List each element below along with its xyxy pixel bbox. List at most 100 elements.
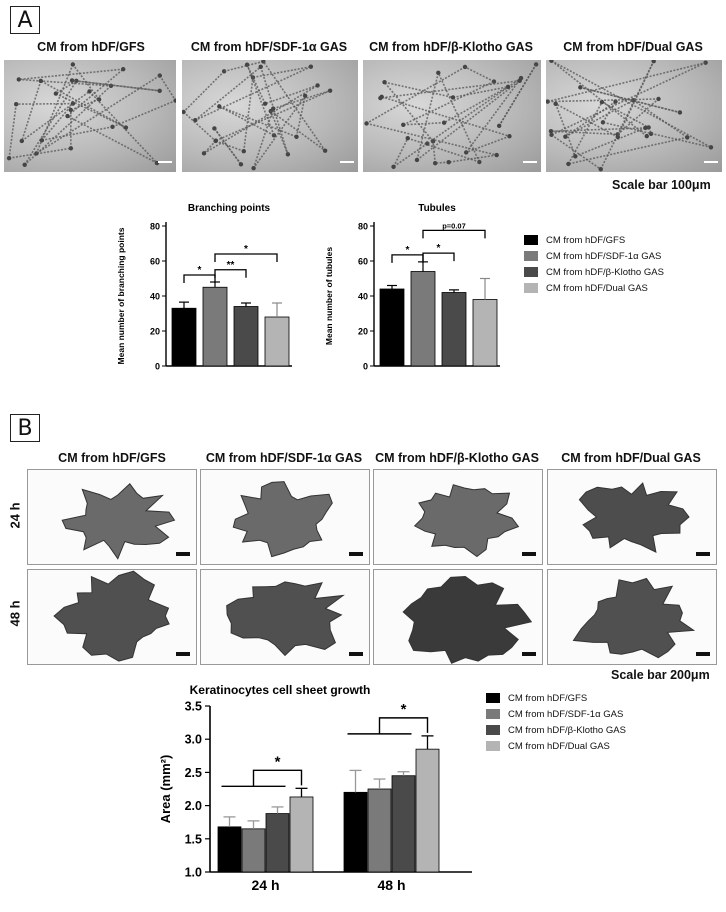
tubule-network-strand xyxy=(580,86,681,114)
y-tick-label: 20 xyxy=(150,327,160,337)
branch-node xyxy=(566,161,571,167)
branch-node xyxy=(573,154,578,159)
y-tick-label: 2.0 xyxy=(185,799,202,813)
branch-node xyxy=(703,60,708,65)
tubule-network-strand xyxy=(366,122,497,156)
y-tick-label: 1.0 xyxy=(185,866,202,880)
tubule-network-strand xyxy=(194,66,262,121)
panel-b-image-title-1: CM from hDF/GFS xyxy=(58,451,166,465)
branch-node xyxy=(271,106,276,111)
branch-node xyxy=(327,88,333,93)
significance-label: * xyxy=(275,753,281,770)
tubule-network-strand xyxy=(448,154,497,163)
legend-item-sdf: CM from hDF/SDF-1α GAS xyxy=(524,248,664,264)
bar-2 xyxy=(202,286,228,367)
legend-item-klotho: CM from hDF/β-Klotho GAS xyxy=(486,722,626,738)
panel-a-legend: CM from hDF/GFS CM from hDF/SDF-1α GAS C… xyxy=(524,232,664,296)
bar-4 xyxy=(472,299,498,367)
branch-node xyxy=(258,64,263,70)
legend-label: CM from hDF/Dual GAS xyxy=(508,740,610,752)
panel-b-legend: CM from hDF/GFS CM from hDF/SDF-1α GAS C… xyxy=(486,690,626,754)
scale-bar-mark xyxy=(696,652,710,656)
tubule-network-strand xyxy=(41,103,74,141)
tubule-network-strand xyxy=(67,115,158,164)
branch-node xyxy=(39,138,45,143)
branch-node xyxy=(463,150,469,155)
cell-sheet xyxy=(53,570,170,662)
tubule-network-strand xyxy=(112,99,176,128)
branch-node xyxy=(315,83,320,88)
scale-bar-mark xyxy=(349,652,363,656)
panel-a-micrograph-sdf xyxy=(182,60,358,172)
legend-item-klotho: CM from hDF/β-Klotho GAS xyxy=(524,264,664,280)
tubule-network-strand xyxy=(437,72,481,163)
panel-b-image-title-3: CM from hDF/β-Klotho GAS xyxy=(375,451,539,465)
bar-24h-4 xyxy=(289,796,314,873)
branch-node xyxy=(646,125,651,130)
branch-node xyxy=(322,148,328,153)
y-tick-label: 20 xyxy=(358,327,368,337)
tubule-network-strand xyxy=(270,110,289,155)
branch-node xyxy=(157,88,162,93)
y-tick-label: 1.5 xyxy=(185,832,202,846)
tubule-network-strand xyxy=(601,101,650,129)
bar-2 xyxy=(410,271,436,367)
significance-label: * xyxy=(401,701,407,718)
branch-node xyxy=(251,165,256,171)
branch-node xyxy=(6,155,12,161)
tubule-network-strand xyxy=(242,77,254,152)
tubule-network-strand xyxy=(21,90,90,142)
tubule-network-strand xyxy=(252,95,306,169)
cell-sheet xyxy=(413,484,520,558)
significance-bracket xyxy=(214,269,247,278)
tubule-network-strand xyxy=(8,104,17,159)
tubule-network-strand xyxy=(435,161,449,165)
branch-node xyxy=(38,78,44,84)
scale-bar-mark xyxy=(176,652,190,656)
panel-b-row-label-48h: 48 h xyxy=(7,600,23,627)
tubule-network-strand xyxy=(246,64,266,105)
tubule-network-strand xyxy=(40,80,127,129)
legend-label: CM from hDF/SDF-1α GAS xyxy=(546,250,662,262)
panel-a-image-title-1: CM from hDF/GFS xyxy=(37,40,145,54)
branch-node xyxy=(494,152,499,158)
branch-node xyxy=(382,80,387,85)
tubule-network-strand xyxy=(555,103,619,138)
bar-3 xyxy=(441,292,467,367)
significance-label: * xyxy=(437,243,441,254)
y-tick-label: 0 xyxy=(363,362,368,372)
panel-b-micrograph-dual-48h xyxy=(547,569,717,665)
tubule-network-strand xyxy=(41,126,113,142)
panel-a-scale-bar-label: Scale bar 100μm xyxy=(612,178,711,192)
tubule-network-strand xyxy=(273,89,331,110)
legend-label: CM from hDF/GFS xyxy=(546,234,626,246)
chart-keratinocyte-growth: Keratinocytes cell sheet growth Area (mm²… xyxy=(158,683,472,893)
panel-a-micrograph-dual xyxy=(546,60,722,172)
y-tick-label: 80 xyxy=(150,222,160,232)
chart-title: Keratinocytes cell sheet growth xyxy=(190,683,371,697)
panel-a-label: A xyxy=(10,6,40,34)
scale-bar-mark xyxy=(176,552,190,556)
significance-label: * xyxy=(406,245,410,256)
branch-node xyxy=(391,164,396,169)
panel-b-image-title-2: CM from hDF/SDF-1α GAS xyxy=(205,451,363,465)
tubule-network-strand xyxy=(632,99,688,139)
legend-swatch-dual xyxy=(486,741,500,751)
branch-node xyxy=(121,66,126,72)
branch-node xyxy=(548,129,554,134)
tubule-network-strand xyxy=(24,85,112,166)
scale-bar-mark xyxy=(696,552,710,556)
chart-title: Branching points xyxy=(188,203,271,214)
tubule-network-strand xyxy=(580,86,681,114)
bar-48h-3 xyxy=(391,775,416,873)
branch-node xyxy=(294,134,299,139)
y-axis-label: Mean number of tubules xyxy=(324,247,334,346)
branch-node xyxy=(173,98,176,103)
tubule-network-strand xyxy=(498,64,537,127)
panel-a-micrograph-gfs xyxy=(4,60,176,172)
tubule-network-strand xyxy=(567,101,603,165)
y-axis-label: Mean number of branching points xyxy=(116,227,126,364)
bar-24h-2 xyxy=(241,828,266,873)
panel-b-label: B xyxy=(10,414,40,442)
bar-48h-2 xyxy=(367,788,392,873)
